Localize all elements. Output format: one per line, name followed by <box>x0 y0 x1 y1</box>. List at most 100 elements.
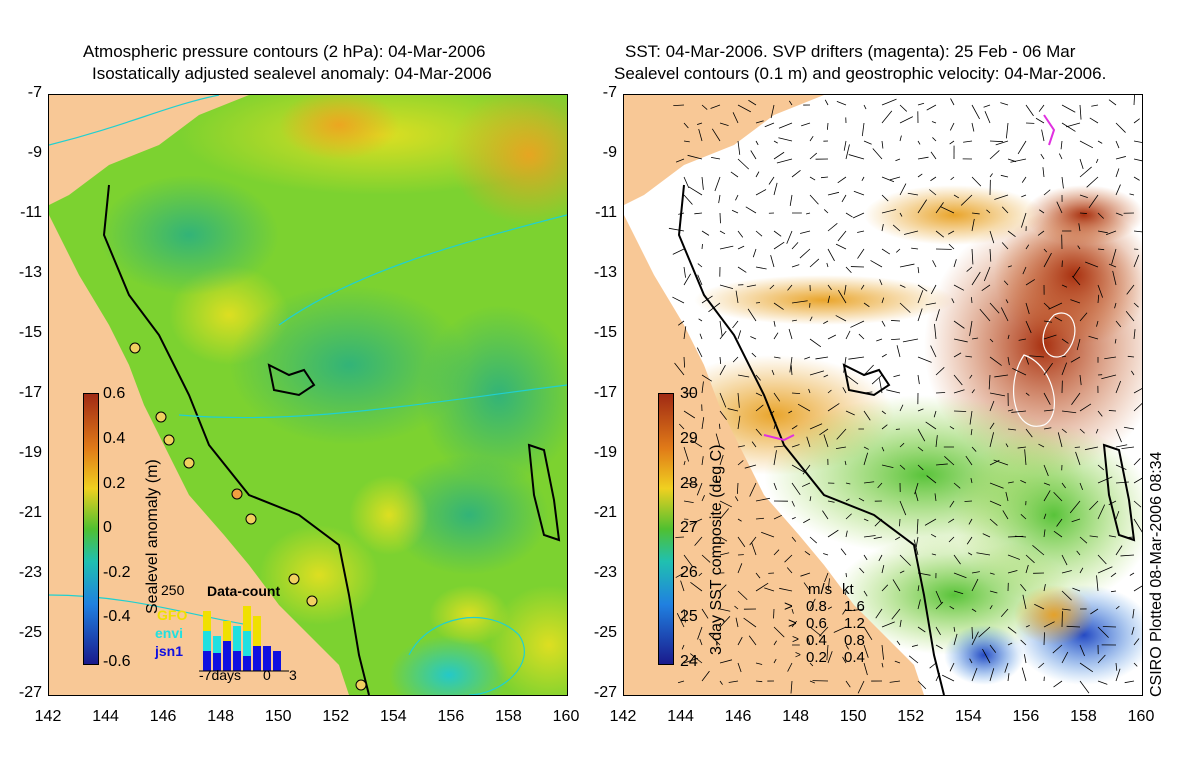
velocity-arrow <box>737 140 741 155</box>
velocity-arrow <box>1048 302 1063 310</box>
velocity-arrow <box>679 423 685 430</box>
velocity-arrow <box>1115 380 1122 394</box>
velocity-arrow <box>1057 432 1063 448</box>
velocity-arrow <box>737 563 743 574</box>
velocity-arrow <box>773 626 785 638</box>
velocity-arrow <box>719 410 727 420</box>
velocity-arrow <box>1007 334 1010 340</box>
velocity-arrow <box>823 374 829 378</box>
velocity-arrow <box>1110 572 1117 578</box>
left-lat-tick: -27 <box>18 684 42 701</box>
velocity-arrow <box>1018 338 1027 341</box>
velocity-arrow <box>791 500 795 507</box>
velocity-arrow <box>1070 299 1081 304</box>
velocity-arrow <box>1120 554 1135 557</box>
sealevel-anomaly-map: Data-count 250 GFO envi jsn1 -7days 0 3 <box>48 94 568 696</box>
velocity-arrow <box>683 657 699 664</box>
velocity-arrow <box>896 248 901 253</box>
sst-tick-4: 26 <box>680 564 698 581</box>
velocity-arrow <box>1001 206 1009 214</box>
velocity-arrow <box>1133 662 1138 667</box>
velocity-arrow <box>1124 680 1135 684</box>
velocity-arrow <box>895 536 901 541</box>
velocity-arrow <box>917 408 924 412</box>
inset-x-zero: 0 <box>263 667 271 683</box>
velocity-arrow <box>836 428 847 440</box>
velocity-arrow <box>1108 535 1117 538</box>
velocity-arrow <box>690 582 703 592</box>
velocity-arrow <box>764 587 775 592</box>
velocity-arrow <box>971 248 974 265</box>
velocity-arrow <box>1097 464 1105 471</box>
velocity-arrow <box>683 356 686 368</box>
velocity-arrow <box>1043 409 1054 412</box>
velocity-arrow <box>779 587 793 592</box>
velocity-arrow <box>917 308 923 322</box>
velocity-arrow <box>850 608 865 612</box>
velocity-arrow <box>989 230 995 244</box>
velocity-arrow <box>697 263 703 268</box>
velocity-arrow <box>861 176 865 181</box>
velocity-arrow <box>953 320 965 329</box>
velocity-arrow <box>1007 409 1014 412</box>
velocity-arrow <box>791 170 801 178</box>
velocity-arrow <box>751 352 757 358</box>
velocity-arrow <box>837 289 847 304</box>
velocity-arrow <box>871 374 883 385</box>
velocity-arrow <box>773 450 777 466</box>
velocity-arrow <box>732 356 739 363</box>
velocity-arrow <box>926 475 937 484</box>
velocity-arrow <box>917 374 920 385</box>
velocity-arrow <box>989 459 1000 466</box>
velocity-arrow <box>925 421 937 430</box>
right-lon-tick: 152 <box>897 708 925 725</box>
velocity-arrow <box>917 173 923 178</box>
velocity-arrow <box>953 389 965 394</box>
velocity-arrow <box>1072 587 1081 592</box>
velocity-arrow <box>899 104 908 112</box>
velocity-arrow <box>989 356 1002 366</box>
velocity-arrow <box>764 122 775 128</box>
velocity-arrow <box>827 389 832 394</box>
velocity-arrow <box>835 315 847 322</box>
velocity-arrow <box>719 356 722 364</box>
sst-tick-5: 25 <box>680 608 698 625</box>
velocity-arrow <box>942 674 955 682</box>
velocity-arrow <box>881 464 894 469</box>
velocity-arrow <box>755 680 763 683</box>
velocity-arrow <box>848 356 865 360</box>
velocity-arrow <box>768 176 775 185</box>
velocity-arrow <box>944 456 955 466</box>
velocity-arrow <box>989 572 995 575</box>
velocity-arrow <box>773 332 779 340</box>
velocity-arrow <box>1126 284 1135 295</box>
velocity-arrow <box>1005 299 1009 304</box>
velocity-arrow <box>786 230 793 244</box>
velocity-arrow <box>755 140 759 146</box>
velocity-arrow <box>911 247 919 250</box>
velocity-arrow <box>916 518 919 534</box>
velocity-arrow <box>809 370 825 376</box>
velocity-arrow <box>1014 535 1027 538</box>
velocity-arrow <box>971 122 975 132</box>
velocity-arrow <box>926 104 937 111</box>
velocity-arrow <box>930 345 937 358</box>
velocity-arrow <box>1133 254 1140 268</box>
velocity-arrow <box>858 333 865 340</box>
velocity-arrow <box>755 374 761 381</box>
velocity-arrow <box>989 400 995 412</box>
left-lat-tick: -9 <box>27 144 42 161</box>
velocity-arrow <box>1029 355 1045 358</box>
sla-tick-0: 0.6 <box>103 385 126 402</box>
velocity-arrow <box>895 158 901 162</box>
velocity-arrow <box>935 463 948 466</box>
velocity-arrow <box>1061 554 1068 566</box>
velocity-arrow <box>845 482 851 485</box>
velocity-arrow <box>823 209 829 214</box>
right-lat-tick: -13 <box>593 264 617 281</box>
velocity-arrow <box>815 356 829 360</box>
velocity-arrow <box>773 151 785 160</box>
velocity-arrow <box>747 308 757 322</box>
velocity-legend-ms-2: 0.4 <box>806 632 827 649</box>
velocity-arrow <box>953 374 963 386</box>
